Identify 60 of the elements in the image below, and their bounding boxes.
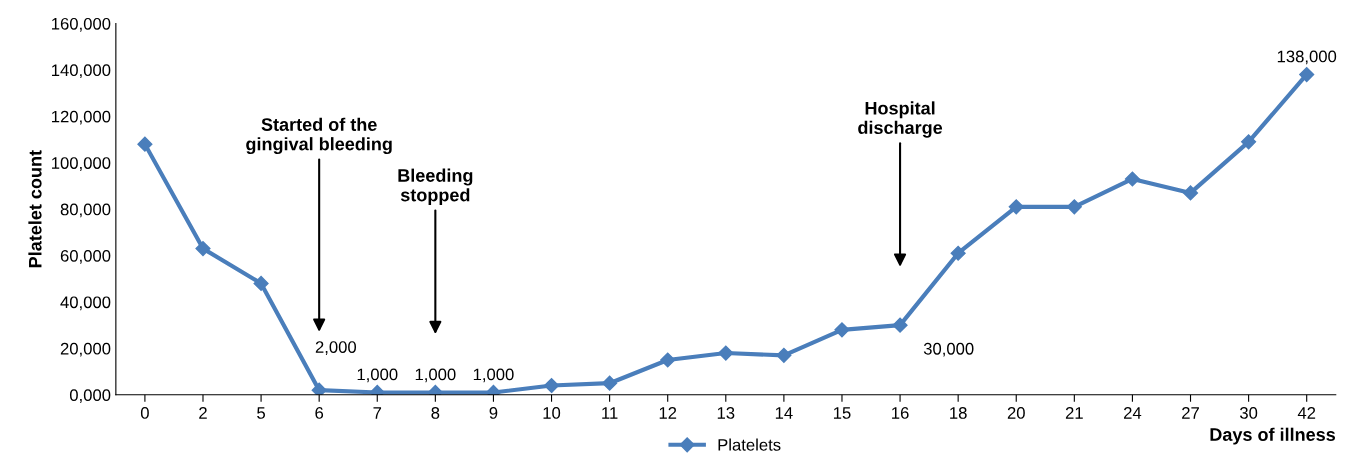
y-tick-label: 160,000 xyxy=(52,17,111,32)
point xyxy=(1066,199,1082,215)
x-tick-label: 20 xyxy=(1007,407,1025,419)
data-label: 1,000 xyxy=(415,368,456,383)
legend-label: Platelets xyxy=(718,438,781,451)
y-tick-label: 140,000 xyxy=(52,64,111,79)
point xyxy=(1299,66,1315,83)
annotation: Bleeding stopped xyxy=(398,168,473,205)
data-label: 30,000 xyxy=(923,342,974,357)
x-tick-label: 8 xyxy=(431,407,440,419)
x-axis-title: Days of illness xyxy=(1210,427,1336,445)
point xyxy=(1182,185,1199,201)
x-tick-label: 12 xyxy=(659,407,677,419)
x-tick-label: 15 xyxy=(833,407,851,419)
point xyxy=(137,136,153,152)
y-axis-title: Platelet count xyxy=(28,150,42,268)
point xyxy=(718,345,734,361)
x-tick-label: 0 xyxy=(140,407,149,419)
y-tick-label: 20,000 xyxy=(60,342,111,357)
x-tick-label: 27 xyxy=(1182,407,1199,419)
y-tick-label: 100,000 xyxy=(52,157,111,171)
point xyxy=(602,375,618,391)
point xyxy=(834,322,850,338)
x-tick-label: 42 xyxy=(1297,407,1316,419)
point xyxy=(776,347,792,363)
y-tick-label: 0,000 xyxy=(69,389,111,403)
x-tick-label: 9 xyxy=(489,407,498,419)
x-tick-label: 18 xyxy=(950,407,967,419)
annotation: Hospital discharge xyxy=(858,101,943,138)
x-tick-label: 11 xyxy=(602,407,618,419)
data-label: 1,000 xyxy=(473,368,514,383)
point xyxy=(660,352,676,368)
point xyxy=(1241,134,1257,150)
y-tick-label: 120,000 xyxy=(52,110,111,125)
x-tick-label: 14 xyxy=(775,407,793,419)
point xyxy=(892,317,908,333)
x-tick-label: 13 xyxy=(717,407,735,419)
point xyxy=(311,382,327,395)
y-tick-label: 40,000 xyxy=(60,296,111,311)
y-tick-label: 80,000 xyxy=(60,203,111,218)
point xyxy=(253,275,269,291)
point xyxy=(195,241,211,257)
x-tick-label: 24 xyxy=(1124,407,1142,419)
x-tick-label: 16 xyxy=(892,407,909,419)
y-tick-label: 60,000 xyxy=(60,249,111,264)
point xyxy=(950,245,966,261)
data-label: 1,000 xyxy=(357,368,398,383)
x-tick-label: 6 xyxy=(315,407,324,419)
x-tick-label: 10 xyxy=(543,407,561,419)
x-tick-label: 5 xyxy=(257,407,266,419)
x-tick-label: 30 xyxy=(1239,407,1258,419)
data-label: 138,000 xyxy=(1277,50,1337,65)
x-tick-label: 21 xyxy=(1065,407,1083,419)
data-label: 2,000 xyxy=(315,341,357,355)
annotation: Started of the gingival bleeding xyxy=(246,117,392,155)
point xyxy=(1124,171,1140,187)
x-tick-label: 7 xyxy=(373,407,382,419)
x-tick-label: 2 xyxy=(199,407,207,419)
point xyxy=(543,377,560,394)
point xyxy=(1008,199,1024,215)
